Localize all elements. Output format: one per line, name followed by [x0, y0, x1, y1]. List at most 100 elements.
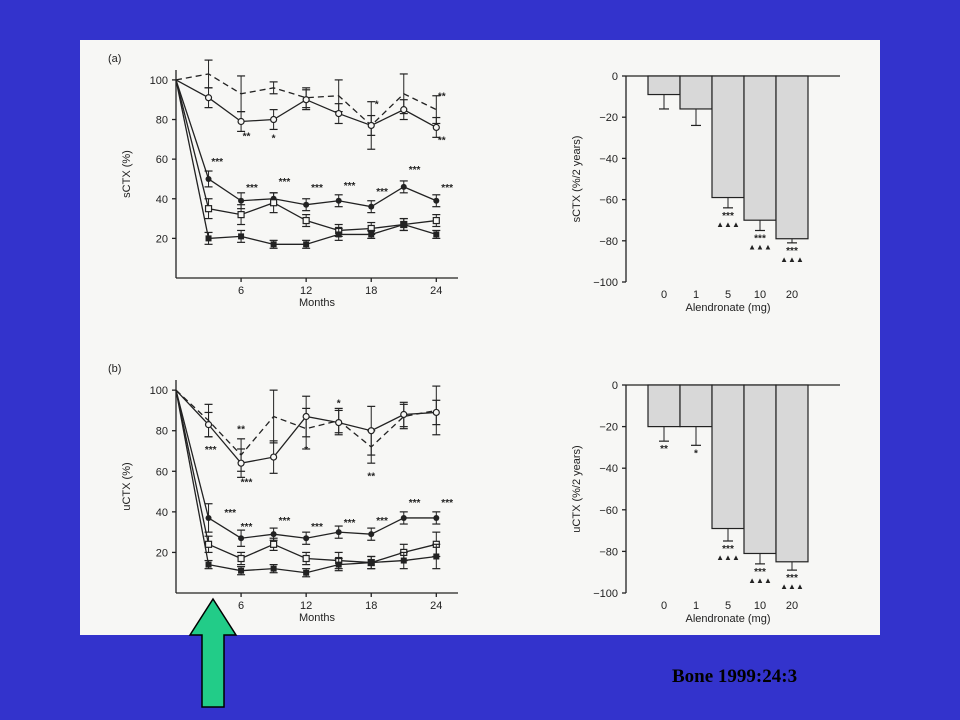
y-tick-label: −40 [599, 463, 618, 475]
data-point [367, 121, 375, 130]
y-tick-label: 80 [156, 115, 168, 127]
significance-label: ** [237, 425, 245, 436]
data-point [237, 117, 245, 126]
data-point [432, 123, 440, 132]
data-point [433, 514, 440, 521]
data-point [367, 427, 375, 435]
data-point [238, 535, 245, 542]
data-point [238, 567, 245, 574]
x-axis-label: Alendronate (mg) [686, 613, 771, 625]
x-tick-label: 24 [430, 285, 442, 297]
panel-letter: (a) [108, 53, 121, 65]
significance-label: *** [205, 445, 217, 456]
data-point [400, 514, 407, 521]
data-point [303, 201, 310, 208]
bar [647, 384, 681, 428]
x-tick-label: 0 [661, 600, 667, 612]
series-0 [175, 385, 441, 472]
series-line [175, 73, 437, 127]
y-tick-label: 40 [156, 194, 168, 206]
data-point [303, 569, 310, 576]
data-point [433, 553, 440, 560]
data-point [205, 235, 212, 242]
significance-label: *** [409, 498, 421, 509]
significance-label: *** [279, 177, 291, 188]
data-point [270, 453, 278, 461]
x-tick-label: 10 [754, 600, 766, 612]
y-axis-label: sCTX (%) [121, 150, 133, 198]
bar [679, 384, 713, 428]
data-point [400, 410, 408, 419]
significance-label: ** [243, 131, 251, 142]
x-tick-label: 5 [725, 289, 731, 301]
significance-label: *** [722, 544, 734, 555]
series-4 [175, 79, 441, 249]
data-point [237, 459, 245, 467]
significance-label: *** [246, 183, 258, 194]
data-point [400, 221, 407, 228]
data-point [204, 421, 213, 429]
x-tick-label: 1 [693, 289, 699, 301]
panel-letter: (b) [108, 363, 121, 375]
x-tick-label: 12 [300, 285, 312, 297]
significance-marker: ▲▲▲ [780, 255, 804, 264]
significance-label: *** [311, 522, 323, 533]
y-tick-label: −60 [599, 195, 618, 207]
significance-label: *** [311, 183, 323, 194]
data-point [400, 557, 407, 564]
significance-marker: ▲▲▲ [716, 220, 740, 229]
series-line [175, 389, 437, 457]
data-point [204, 94, 213, 102]
significance-label: *** [241, 522, 253, 533]
significance-marker: ▲▲▲ [716, 553, 740, 562]
data-point [432, 216, 440, 225]
x-axis-label: Months [299, 612, 336, 624]
up-arrow-icon [188, 597, 238, 708]
y-tick-label: 100 [150, 75, 168, 87]
x-axis-label: Months [299, 297, 336, 309]
data-point [302, 216, 310, 225]
series-1 [175, 389, 441, 478]
data-point [335, 561, 342, 568]
significance-label: ** [660, 444, 668, 455]
y-tick-label: 20 [156, 233, 168, 245]
significance-marker: ▲▲▲ [780, 582, 804, 591]
series-1 [175, 79, 441, 150]
data-point [270, 199, 278, 207]
x-tick-label: 6 [238, 285, 244, 297]
y-axis-label: sCTX (%/2 years) [571, 136, 583, 223]
bar-chart-3: 0 −20 −40 −60 −80 −100 uCTX (%/2 years) 0 ** 1 * 5 *… [571, 380, 840, 625]
data-point [335, 419, 343, 427]
x-tick-label: 20 [786, 600, 798, 612]
y-tick-label: −40 [599, 153, 618, 165]
data-point [270, 115, 278, 124]
data-point [432, 408, 440, 417]
y-tick-label: −20 [599, 422, 618, 434]
data-point [302, 412, 310, 421]
y-tick-label: −100 [593, 588, 618, 600]
significance-label: * [375, 100, 379, 111]
significance-label: *** [409, 165, 421, 176]
data-point [433, 197, 440, 204]
data-point [237, 554, 245, 563]
data-point [368, 203, 375, 210]
data-point [237, 211, 245, 219]
data-point [335, 197, 342, 204]
significance-label: *** [241, 477, 253, 488]
x-tick-label: 10 [754, 289, 766, 301]
data-point [270, 531, 277, 538]
y-tick-label: 0 [612, 380, 618, 392]
y-tick-label: −100 [593, 277, 618, 289]
significance-label: *** [344, 181, 356, 192]
y-tick-label: 0 [612, 71, 618, 83]
data-point [270, 540, 278, 548]
significance-label: * [337, 398, 341, 409]
significance-label: * [272, 133, 276, 144]
y-tick-label: −80 [599, 546, 618, 558]
x-tick-label: 18 [365, 600, 377, 612]
data-point [205, 514, 212, 521]
significance-label: *** [441, 498, 453, 509]
data-point [335, 529, 342, 536]
